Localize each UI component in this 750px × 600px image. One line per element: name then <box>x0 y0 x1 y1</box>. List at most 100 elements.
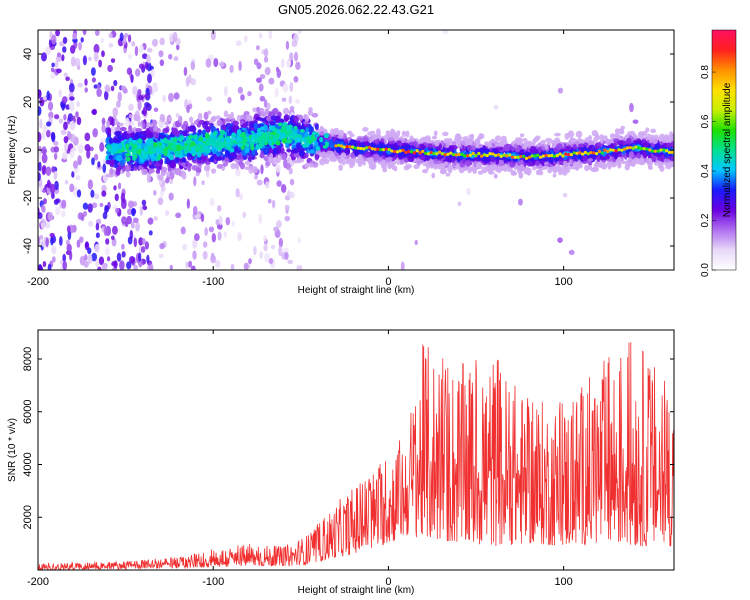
spectrogram-cell <box>569 153 573 157</box>
spectrogram-cell <box>460 152 464 157</box>
spectrogram-cell <box>593 163 600 168</box>
spectrogram-cell <box>304 115 310 122</box>
spectrogram-cell <box>148 150 153 155</box>
y-tick-label: 0 <box>22 147 34 153</box>
spectrogram-cell <box>223 86 228 97</box>
spectrogram-cell <box>91 77 96 83</box>
spectrogram-cell <box>208 119 215 124</box>
spectrogram-cell <box>39 239 44 247</box>
spectrogram-cell <box>564 152 568 156</box>
spectrogram-cell <box>572 151 576 155</box>
spectrogram-cell <box>236 114 242 122</box>
spectrogram-cell <box>658 133 666 141</box>
spectrogram-cell <box>117 91 122 103</box>
spectrogram-cell <box>303 120 309 125</box>
spectrogram-cell <box>260 112 266 117</box>
x-tick-label: 0 <box>385 276 391 288</box>
spectrogram-cell <box>138 44 144 54</box>
spectrogram-cell <box>148 263 154 270</box>
spectrogram-cell <box>142 205 148 211</box>
spectrogram-cell <box>286 148 292 153</box>
spectrogram-cell <box>239 133 246 138</box>
spectrogram-cell <box>192 250 197 260</box>
spectrogram-cell <box>63 121 68 131</box>
spectrogram-cell <box>134 45 139 57</box>
spectrogram-cell <box>275 140 281 146</box>
spectrogram-cell <box>76 101 80 108</box>
spectrogram-cell <box>578 151 582 155</box>
spectrogram-cell <box>578 154 582 160</box>
spectrogram-cell <box>97 266 102 270</box>
spectrogram-cell <box>373 153 381 161</box>
spectrogram-cell <box>428 158 435 166</box>
spectrogram-cell <box>135 114 141 122</box>
spectrogram-cell <box>664 134 669 139</box>
spectrogram-cell <box>356 140 361 148</box>
spectrogram-cell <box>553 165 559 173</box>
spectrogram-cell <box>293 115 299 122</box>
spectrogram-cell <box>253 138 259 144</box>
spectrogram-cell <box>138 165 143 170</box>
spectrogram-cell <box>173 137 178 143</box>
spectrogram-cell <box>124 117 130 128</box>
spectrogram-cell <box>153 216 158 221</box>
spectrogram-cell <box>557 237 563 243</box>
y-tick-label: 20 <box>22 96 34 108</box>
spectrogram-cell <box>454 153 458 157</box>
spectrogram-cell <box>611 148 615 152</box>
spectrogram-cell <box>259 95 266 102</box>
spectrogram-cell <box>297 237 302 244</box>
spectrogram-cell <box>125 143 130 150</box>
spectrogram-cell <box>94 30 100 36</box>
spectrogram-cell <box>119 32 124 42</box>
spectrogram-cell <box>475 161 483 170</box>
spectrogram-cell <box>168 153 174 161</box>
spectrogram-cell <box>365 146 369 150</box>
spectrogram-cell <box>393 149 397 154</box>
spectrogram-cell <box>362 147 366 151</box>
spectrogram-cell <box>126 215 133 225</box>
spectrogram-cell <box>144 241 149 250</box>
spectrogram-cell <box>210 168 217 174</box>
spectrogram-cell <box>434 140 440 147</box>
spectrogram-cell <box>603 148 607 152</box>
spectrogram-cell <box>596 155 601 162</box>
spectrogram-cell <box>260 126 265 131</box>
spectrogram-y-label: Frequency (Hz) <box>7 116 18 185</box>
spectrogram-cell <box>75 111 79 118</box>
snr-x-label: Height of straight line (km) <box>298 585 415 596</box>
spectrogram-cell <box>550 153 554 158</box>
spectrogram-cell <box>132 144 138 149</box>
spectrogram-cell <box>496 165 502 174</box>
spectrogram-cell <box>602 135 608 142</box>
spectrogram-cell <box>135 127 142 133</box>
spectrogram-cell <box>268 139 273 146</box>
spectrogram-cell <box>40 222 45 230</box>
spectrogram-cell <box>38 235 41 247</box>
spectrogram-cell <box>66 225 71 234</box>
spectrogram-cell <box>244 166 251 171</box>
spectrogram-cell <box>51 256 56 263</box>
spectrogram-cell <box>53 114 60 120</box>
spectrogram-cell <box>552 154 557 158</box>
spectrogram-cell <box>494 135 501 142</box>
spectrogram-cell <box>431 172 436 179</box>
spectrogram-cell <box>263 56 269 63</box>
spectrogram-cell <box>428 143 433 149</box>
spectrogram-cell <box>225 137 231 144</box>
spectrogram-cell <box>241 123 248 129</box>
snr-series-line <box>38 342 674 570</box>
colorbar-tick-label: 0.4 <box>700 164 711 178</box>
spectrogram-cell <box>284 215 291 222</box>
spectrogram-cell <box>203 111 209 120</box>
spectrogram-cell <box>112 107 119 117</box>
spectrogram-cell <box>101 124 106 133</box>
spectrogram-cell <box>223 231 227 238</box>
spectrogram-cell <box>557 87 564 94</box>
spectrogram-cell <box>544 153 548 157</box>
spectrogram-cell <box>229 147 235 153</box>
spectrogram-cell <box>387 147 391 152</box>
spectrogram-cell <box>530 154 534 158</box>
spectrogram-cell <box>243 262 249 270</box>
spectrogram-cell <box>324 141 330 148</box>
